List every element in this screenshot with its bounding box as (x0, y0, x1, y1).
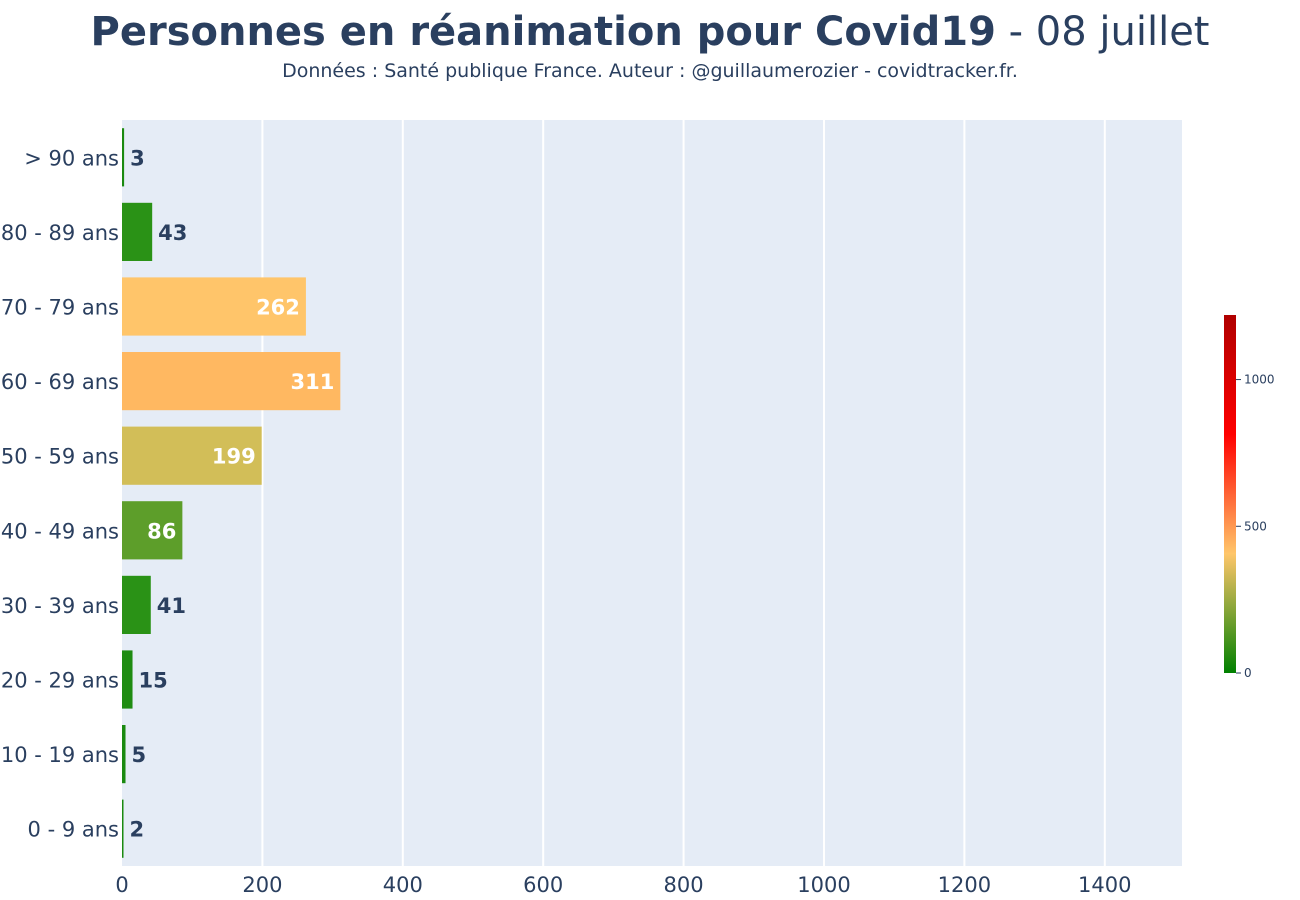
chart-title: Personnes en réanimation pour Covid19 - … (0, 8, 1300, 56)
y-tick-label: 40 - 49 ans (1, 519, 119, 543)
y-tick-label: 20 - 29 ans (1, 669, 119, 693)
x-tick-label: 1400 (1078, 873, 1131, 897)
data-label: 5 (132, 743, 147, 767)
bar (122, 277, 306, 336)
y-tick-label: 80 - 89 ans (1, 221, 119, 245)
plot-area (122, 120, 1182, 866)
data-label: 41 (157, 594, 186, 618)
y-tick-label: 10 - 19 ans (1, 743, 119, 767)
x-tick-label: 1200 (938, 873, 991, 897)
x-tick-label: 600 (523, 873, 563, 897)
colorbar-scale (1224, 315, 1236, 673)
y-tick-label: 70 - 79 ans (1, 296, 119, 320)
data-label: 311 (290, 370, 334, 394)
bar (122, 575, 151, 634)
data-label: 43 (158, 221, 187, 245)
chart-title-date: - 08 juillet (995, 9, 1210, 55)
bar (122, 501, 183, 560)
data-label: 15 (139, 669, 168, 693)
y-tick-label: 50 - 59 ans (1, 445, 119, 469)
x-axis-ticks: 0 200 400 600 800 1000 1200 1400 (115, 873, 1131, 897)
data-label: 2 (130, 818, 145, 842)
y-tick-label: 30 - 39 ans (1, 594, 119, 618)
colorbar-tick-label: 500 (1244, 519, 1267, 533)
colorbar-tick-label: 0 (1244, 666, 1252, 680)
title-block: Personnes en réanimation pour Covid19 - … (0, 8, 1300, 84)
chart-subtitle: Données : Santé publique France. Auteur … (282, 60, 1018, 82)
x-tick-label: 800 (664, 873, 704, 897)
chart-title-bold: Personnes en réanimation pour Covid19 (90, 9, 996, 55)
colorbar-tick-label: 1000 (1244, 373, 1275, 387)
bar (122, 352, 341, 411)
x-tick-label: 200 (242, 873, 282, 897)
bar (122, 202, 153, 261)
y-tick-label: > 90 ans (24, 146, 119, 170)
bar (122, 650, 133, 709)
colorbar: 0 500 1000 (1224, 315, 1275, 680)
y-axis-ticks: 0 - 9 ans 10 - 19 ans 20 - 29 ans 30 - 39 a… (1, 146, 119, 841)
grid-lines (261, 120, 1106, 866)
y-tick-label: 60 - 69 ans (1, 370, 119, 394)
x-tick-label: 400 (383, 873, 423, 897)
data-label: 199 (212, 445, 256, 469)
bar (122, 799, 124, 858)
x-tick-label: 1000 (797, 873, 850, 897)
data-label: 3 (130, 146, 145, 170)
bar (122, 426, 262, 485)
bar (122, 725, 126, 784)
data-label: 86 (147, 519, 176, 543)
data-label: 262 (256, 296, 300, 320)
x-tick-label: 0 (115, 873, 128, 897)
bars: 2 5 15 41 86 199 311 262 43 3 (122, 128, 341, 858)
y-tick-label: 0 - 9 ans (28, 818, 119, 842)
bar (122, 128, 125, 187)
